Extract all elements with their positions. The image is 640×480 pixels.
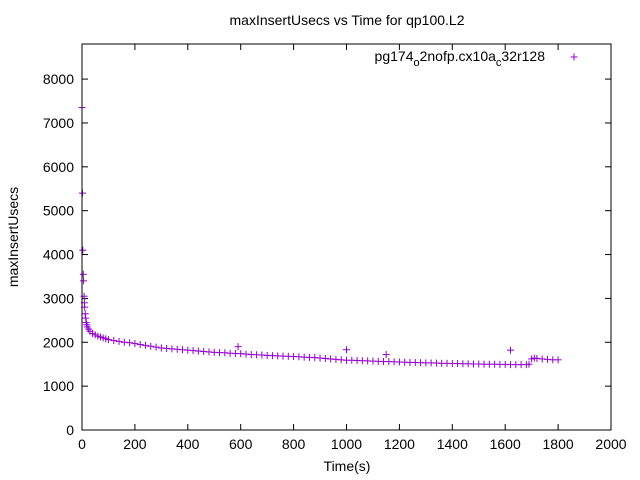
x-tick-label: 800 xyxy=(282,436,306,452)
y-tick-label: 1000 xyxy=(43,378,74,394)
data-point xyxy=(79,246,87,254)
x-axis-label: Time(s) xyxy=(324,458,371,474)
legend: pg174o2nofp.cx10ac32r128 xyxy=(375,48,578,69)
y-tick-label: 8000 xyxy=(43,71,74,87)
legend-label-part: 2nofp.cx10a xyxy=(420,48,496,64)
y-tick-label: 7000 xyxy=(43,115,74,131)
y-tick-label: 2000 xyxy=(43,334,74,350)
data-points xyxy=(78,104,562,369)
data-point xyxy=(152,343,160,351)
x-tick-label: 1600 xyxy=(490,436,521,452)
legend-label-subscript: c xyxy=(496,57,502,69)
axis-ticks: 0 200 400 600 800 1000 1200 1400 1600 1800 2000 0 10… xyxy=(43,44,627,452)
data-point xyxy=(79,270,87,278)
x-tick-label: 2000 xyxy=(595,436,626,452)
x-tick-label: 1200 xyxy=(384,436,415,452)
chart-title: maxInsertUsecs vs Time for qp100.L2 xyxy=(230,12,465,28)
y-axis-label: maxInsertUsecs xyxy=(5,187,21,287)
data-point xyxy=(81,310,89,318)
data-point xyxy=(82,314,90,322)
x-tick-label: 0 xyxy=(78,436,86,452)
data-point xyxy=(147,342,155,350)
data-point xyxy=(110,337,118,345)
data-point xyxy=(126,339,134,347)
x-tick-label: 400 xyxy=(176,436,200,452)
legend-label-subscript: o xyxy=(413,57,419,69)
data-point xyxy=(141,341,149,349)
legend-label-part: 32r128 xyxy=(501,48,545,64)
y-tick-label: 4000 xyxy=(43,247,74,263)
data-point xyxy=(554,356,562,364)
x-tick-label: 200 xyxy=(123,436,147,452)
x-tick-label: 1800 xyxy=(543,436,574,452)
data-point xyxy=(115,337,123,345)
y-tick-label: 6000 xyxy=(43,159,74,175)
x-tick-label: 1000 xyxy=(331,436,362,452)
plot-frame xyxy=(81,43,612,431)
data-point xyxy=(506,346,514,354)
data-point xyxy=(104,336,112,344)
data-point xyxy=(343,346,350,354)
y-tick-label: 5000 xyxy=(43,203,74,219)
data-point xyxy=(382,351,390,359)
legend-marker-symbol xyxy=(570,53,578,61)
data-point xyxy=(136,340,144,348)
data-point xyxy=(525,360,533,368)
y-tick-label: 0 xyxy=(66,422,74,438)
y-tick-label: 3000 xyxy=(43,290,74,306)
legend-label-part: pg174 xyxy=(375,48,414,64)
legend-label: pg174o2nofp.cx10ac32r128 xyxy=(375,48,546,69)
data-point xyxy=(131,340,139,348)
data-point xyxy=(80,277,88,285)
x-tick-label: 600 xyxy=(229,436,253,452)
data-point xyxy=(234,343,242,351)
x-tick-label: 1400 xyxy=(437,436,468,452)
legend-marker xyxy=(570,53,578,61)
data-point xyxy=(79,189,87,197)
